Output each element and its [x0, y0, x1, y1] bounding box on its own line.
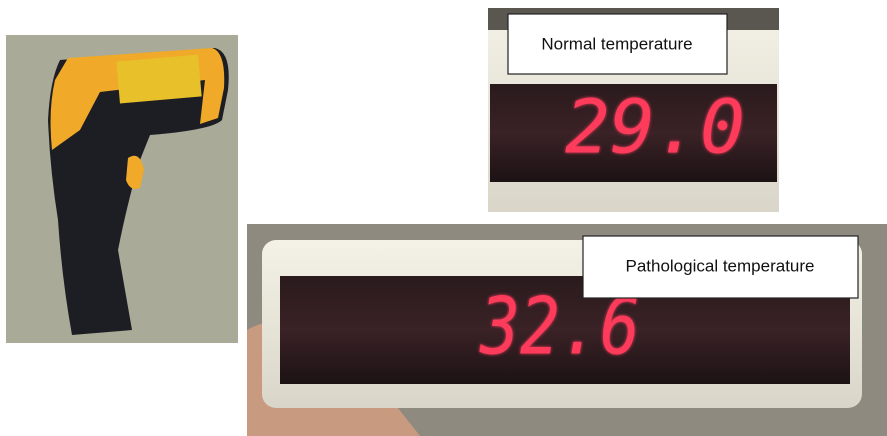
figure: 29.0 Normal temperature 32.6 Pathologica… — [0, 0, 887, 436]
gun-sticker — [116, 55, 201, 104]
label-text: Normal temperature — [541, 34, 692, 53]
thermometer-photo — [6, 35, 238, 343]
normal-photo: 29.0 Normal temperature — [488, 8, 779, 212]
page: 29.0 Normal temperature 32.6 Pathologica… — [0, 0, 887, 436]
display-reading: 29.0 — [565, 85, 745, 171]
label-text: Pathological temperature — [625, 256, 814, 275]
pathological-photo: 32.6 Pathological temperature — [247, 224, 887, 436]
